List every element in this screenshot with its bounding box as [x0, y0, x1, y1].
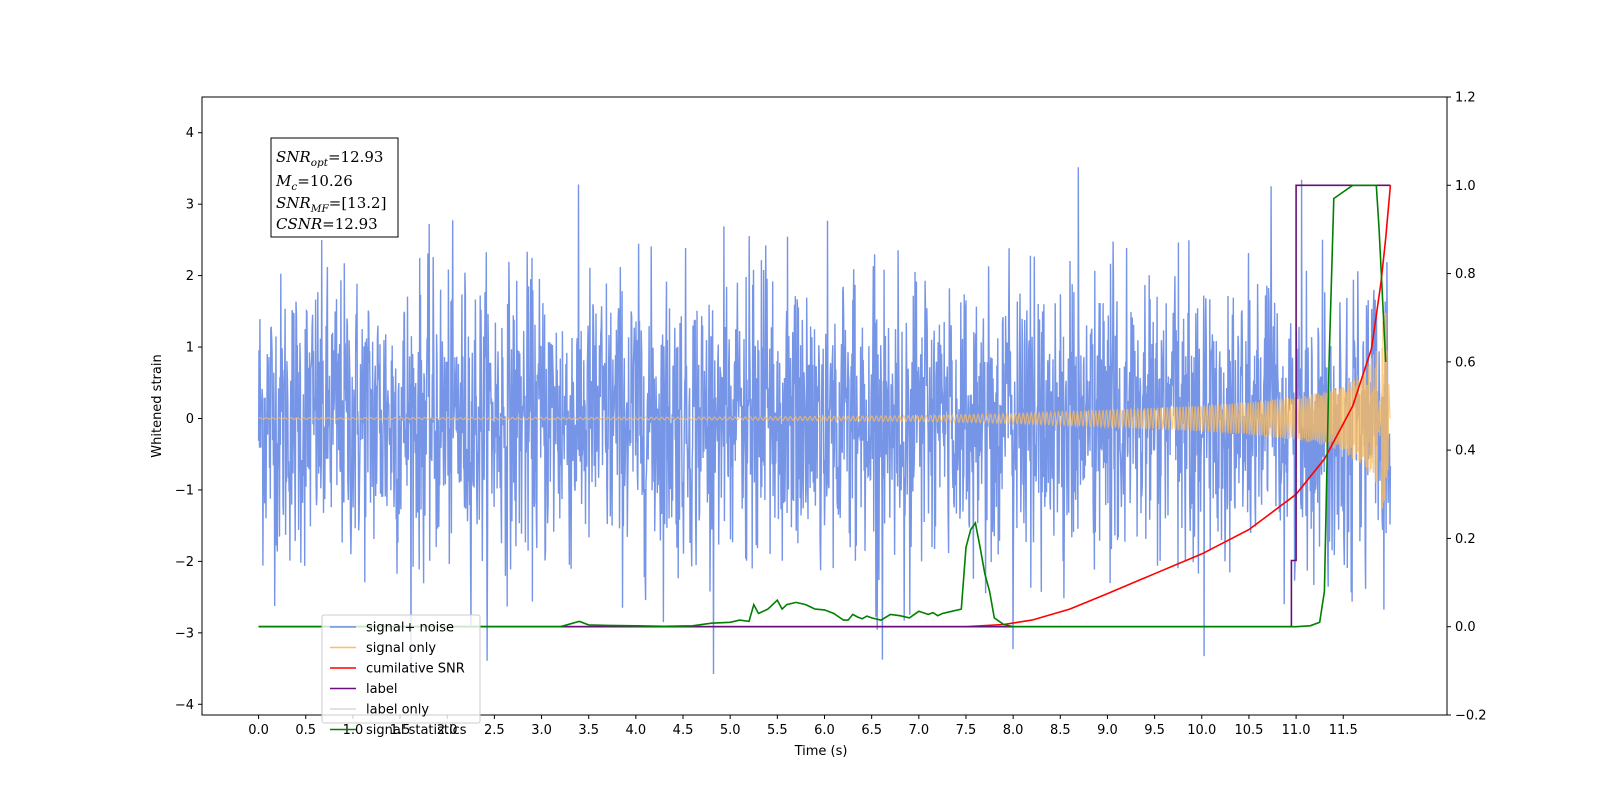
- x-tick-label: 3.5: [578, 723, 599, 738]
- x-tick-label: 2.0: [437, 723, 458, 738]
- legend-label: signal+ noise: [366, 621, 454, 636]
- y-left-tick-label: 3: [186, 198, 194, 213]
- x-tick-label: 1.5: [390, 723, 411, 738]
- x-tick-label: 0.0: [248, 723, 269, 738]
- y-axis-title: Whitened strain: [150, 354, 165, 457]
- annotation-snr-opt: SNRopt=12.93: [276, 148, 383, 169]
- series-cumulative-snr-line: [258, 185, 1392, 628]
- y-left-tick-label: 1: [186, 341, 194, 356]
- y-right-axis-ticks: −0.2 0.0 0.2 0.4 0.6 0.8 1.0 1.2: [1447, 91, 1487, 724]
- y-left-tick-label: −1: [175, 483, 194, 498]
- x-tick-label: 4.0: [626, 723, 647, 738]
- series-signal-noise-line: [257, 167, 1392, 675]
- y-left-tick-label: 2: [186, 269, 194, 284]
- x-tick-label: 7.5: [956, 723, 977, 738]
- legend-label: signal statistics: [366, 723, 467, 738]
- series-signal-statistics-line: [258, 184, 1387, 628]
- y-right-tick-label: 0.6: [1455, 355, 1476, 370]
- legend-label: signal only: [366, 641, 436, 656]
- y-left-axis-ticks: −4 −3 −2 −1 0 1 2 3 4: [175, 126, 202, 713]
- y-right-tick-label: −0.2: [1455, 709, 1487, 724]
- legend-label: label: [366, 682, 397, 697]
- annotation-snr-mf: SNRMF=[13.2]: [276, 194, 386, 215]
- x-axis-title: Time (s): [794, 744, 848, 759]
- annotation-box: SNRopt=12.93 Mc=10.26 SNRMF=[13.2] CSNR=…: [270, 137, 399, 238]
- legend: signal+ noise signal only cumilative SNR la…: [321, 614, 481, 738]
- x-tick-label: 5.5: [767, 723, 788, 738]
- annotation-mc: Mc=10.26: [275, 172, 353, 193]
- x-tick-label: 4.5: [673, 723, 694, 738]
- y-left-tick-label: −3: [175, 626, 194, 641]
- x-tick-label: 9.5: [1144, 723, 1165, 738]
- annotation-csnr: CSNR=12.93: [276, 215, 378, 233]
- x-tick-label: 10.5: [1234, 723, 1263, 738]
- x-tick-label: 11.0: [1282, 723, 1311, 738]
- x-tick-label: 6.0: [814, 723, 835, 738]
- x-tick-label: 10.0: [1187, 723, 1216, 738]
- y-left-tick-label: −4: [175, 698, 194, 713]
- y-left-tick-label: 4: [186, 126, 194, 141]
- legend-label: label only: [366, 703, 429, 718]
- y-left-tick-label: −2: [175, 555, 194, 570]
- x-axis-ticks: 0.0 0.5 1.0 1.5 2.0 2.5 3.0 3.5 4.0 4.5 5.0 5.5 6.0 6…: [248, 715, 1358, 738]
- y-right-tick-label: 0.0: [1455, 620, 1476, 635]
- legend-label: cumilative SNR: [366, 662, 465, 677]
- x-tick-label: 8.5: [1050, 723, 1071, 738]
- y-left-tick-label: 0: [186, 412, 194, 427]
- x-tick-label: 8.0: [1003, 723, 1024, 738]
- series-layer: [257, 167, 1392, 675]
- x-tick-label: 3.0: [531, 723, 552, 738]
- x-tick-label: 2.5: [484, 723, 505, 738]
- x-tick-label: 9.0: [1097, 723, 1118, 738]
- x-tick-label: 5.0: [720, 723, 741, 738]
- series-signal-only-line: [258, 312, 1391, 509]
- y-right-tick-label: 1.2: [1455, 91, 1476, 106]
- y-right-tick-label: 0.4: [1455, 444, 1476, 459]
- x-tick-label: 1.0: [343, 723, 364, 738]
- y-right-tick-label: 0.2: [1455, 532, 1476, 547]
- x-tick-label: 7.0: [908, 723, 929, 738]
- x-tick-label: 6.5: [861, 723, 882, 738]
- x-tick-label: 0.5: [295, 723, 316, 738]
- y-right-tick-label: 0.8: [1455, 267, 1476, 282]
- x-tick-label: 11.5: [1329, 723, 1358, 738]
- y-right-tick-label: 1.0: [1455, 179, 1476, 194]
